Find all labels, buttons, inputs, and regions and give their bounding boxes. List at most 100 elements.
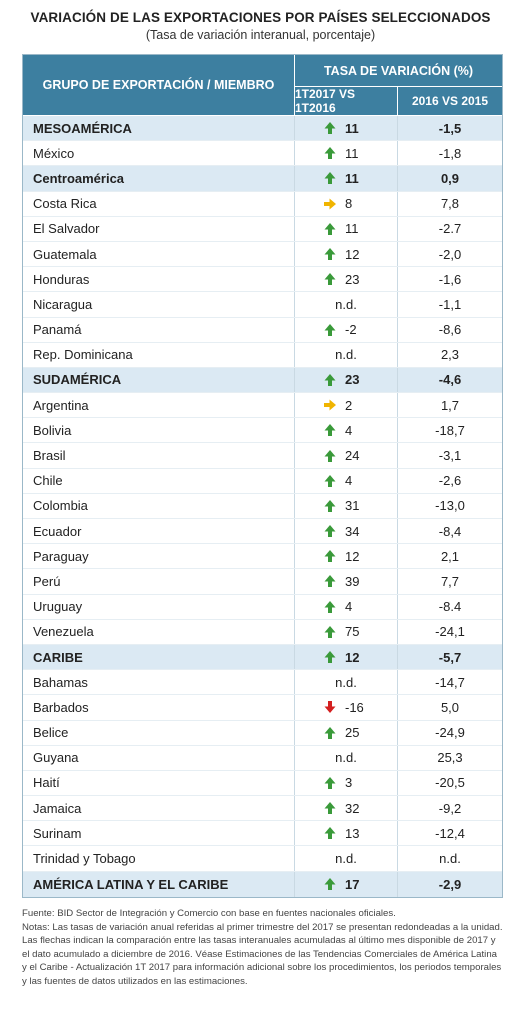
rate-1t2017-value: 23	[345, 372, 360, 388]
rate-2016-value: -20,5	[435, 775, 465, 791]
row-name: Brasil	[23, 443, 295, 468]
rate-2016-value: -5,7	[438, 649, 462, 665]
rate-2016-value: -24,9	[435, 725, 465, 741]
table-row: Brasil 24 -3,1	[23, 443, 502, 469]
rate-1t2017-value: n.d.	[335, 674, 357, 690]
rate-1t2017-cell: 3	[295, 770, 398, 796]
rate-1t2017-cell: n.d.	[295, 292, 398, 317]
group-row: SUDAMÉRICA 23 -4,6	[23, 367, 502, 394]
row-name: Ecuador	[23, 519, 295, 544]
table-row: Guatemala 12 -2,0	[23, 241, 502, 268]
rate-1t2017-cell: 11	[295, 166, 398, 191]
row-name: MESOAMÉRICA	[23, 116, 295, 141]
arrow-right-icon	[323, 197, 337, 211]
footnote-source: Fuente: BID Sector de Integración y Come…	[22, 908, 396, 919]
rate-1t2017-value: 39	[345, 573, 360, 589]
table-row: Haití 3 -20,5	[23, 770, 502, 797]
table-row: Jamaica 32 -9,2	[23, 796, 502, 822]
table-row: Uruguay 4 -8.4	[23, 594, 502, 620]
table-row: Venezuela 75 -24,1	[23, 619, 502, 645]
arrow-up-icon	[323, 272, 337, 286]
row-name: SUDAMÉRICA	[23, 367, 295, 393]
rate-1t2017-value: 4	[345, 422, 353, 438]
table-row: Costa Rica 8 7,8	[23, 191, 502, 217]
rate-1t2017-cell: 4	[295, 418, 398, 443]
rate-2016-value: 2,1	[440, 548, 460, 564]
table-row: Surinam 13 -12,4	[23, 821, 502, 847]
row-name: Surinam	[23, 821, 295, 846]
arrow-up-icon	[323, 171, 337, 185]
rate-2016-value: 5,0	[440, 699, 460, 715]
rate-2016-value: -1,8	[438, 145, 462, 161]
rate-1t2017-value: 11	[345, 145, 359, 161]
arrow-up-icon	[323, 625, 337, 639]
arrow-up-icon	[323, 247, 337, 261]
rate-1t2017-value: n.d.	[335, 750, 357, 766]
rate-2016-value: -1,5	[438, 120, 462, 136]
rate-2016-value: -2,9	[438, 876, 462, 892]
rate-1t2017-cell: 23	[295, 367, 398, 393]
rate-1t2017-value: 8	[345, 196, 353, 212]
row-name: Nicaragua	[23, 292, 295, 317]
rate-1t2017-cell: 11	[295, 216, 398, 241]
rate-1t2017-value: -16	[345, 699, 364, 715]
rate-2016-value: -8,4	[438, 523, 462, 539]
rate-1t2017-value: 17	[345, 876, 360, 892]
rate-1t2017-cell: 75	[295, 619, 398, 644]
arrow-up-icon	[323, 877, 337, 891]
table-row: Bahamas n.d. -14,7	[23, 670, 502, 696]
rate-1t2017-value: 11	[345, 221, 359, 237]
arrow-up-icon	[323, 222, 337, 236]
rate-1t2017-cell: -16	[295, 695, 398, 720]
row-name: Chile	[23, 468, 295, 493]
rate-1t2017-cell: 34	[295, 519, 398, 544]
arrow-up-icon	[323, 549, 337, 563]
rate-2016-value: -8.4	[438, 599, 462, 615]
rate-2016-value: -9,2	[438, 800, 462, 816]
rate-1t2017-value: 11	[345, 170, 359, 186]
table-row: Bolivia 4 -18,7	[23, 418, 502, 444]
arrow-down-icon	[323, 700, 337, 714]
rate-1t2017-value: 12	[345, 649, 360, 665]
rate-1t2017-value: 34	[345, 523, 360, 539]
row-name: Colombia	[23, 493, 295, 518]
arrow-up-icon	[323, 121, 337, 135]
arrow-up-icon	[323, 474, 337, 488]
row-name: Trinidad y Tobago	[23, 846, 295, 871]
rate-1t2017-value: 75	[345, 624, 360, 640]
arrow-up-icon	[323, 726, 337, 740]
group-row: CARIBE 12 -5,7	[23, 644, 502, 671]
rate-2016-value: -4,6	[438, 372, 462, 388]
rate-1t2017-value: 11	[345, 120, 359, 136]
rate-2016-value: 0,9	[440, 170, 460, 186]
rate-1t2017-value: 25	[345, 725, 360, 741]
row-name: Venezuela	[23, 619, 295, 644]
rate-1t2017-cell: 11	[295, 116, 398, 141]
rate-2016-value: -12,4	[435, 825, 465, 841]
table-row: Chile 4 -2,6	[23, 468, 502, 494]
row-name: Panamá	[23, 317, 295, 342]
row-name: Costa Rica	[23, 191, 295, 216]
row-name: Centroamérica	[23, 166, 295, 191]
table-row: Argentina 2 1,7	[23, 393, 502, 419]
col1-header: 1T2017 VS 1T2016	[295, 87, 398, 115]
rate-2016-value: -2,6	[438, 473, 462, 489]
rate-2016-value: -1,1	[438, 296, 462, 312]
row-name: AMÉRICA LATINA Y EL CARIBE	[23, 871, 295, 897]
table-row: Panamá -2 -8,6	[23, 317, 502, 343]
table-row: Belice 25 -24,9	[23, 720, 502, 746]
rate-1t2017-value: 31	[345, 498, 360, 514]
rate-1t2017-value: 32	[345, 800, 360, 816]
rate-2016-value: 7,7	[440, 573, 460, 589]
rate-1t2017-cell: 32	[295, 796, 398, 821]
table-row: Rep. Dominicana n.d. 2,3	[23, 342, 502, 368]
table-row: Honduras 23 -1,6	[23, 267, 502, 293]
row-name: Rep. Dominicana	[23, 342, 295, 367]
row-name: Jamaica	[23, 796, 295, 821]
rate-2016-value: 25,3	[437, 750, 463, 766]
rate-2016-value: -8,6	[438, 322, 462, 338]
arrow-up-icon	[323, 801, 337, 815]
row-name: Guatemala	[23, 241, 295, 267]
rate-1t2017-value: 3	[345, 775, 353, 791]
rate-1t2017-cell: 11	[295, 141, 398, 166]
